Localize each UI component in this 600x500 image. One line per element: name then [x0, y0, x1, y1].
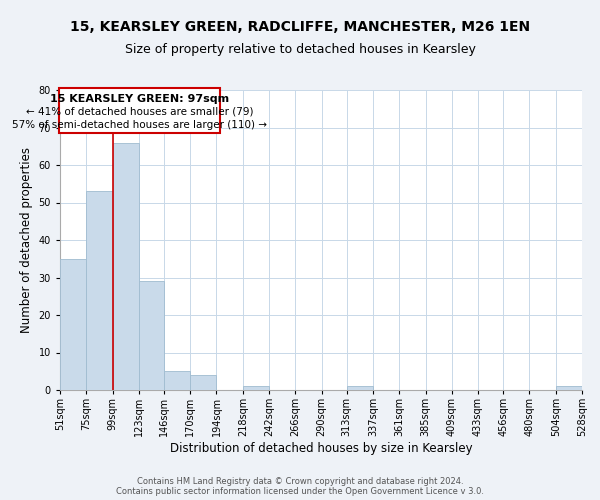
Bar: [139, 281, 164, 390]
Bar: [113, 142, 139, 390]
FancyBboxPatch shape: [59, 88, 220, 133]
X-axis label: Distribution of detached houses by size in Kearsley: Distribution of detached houses by size …: [170, 442, 472, 455]
Bar: [190, 375, 217, 390]
Text: 15 KEARSLEY GREEN: 97sqm: 15 KEARSLEY GREEN: 97sqm: [50, 94, 229, 104]
Bar: [164, 371, 190, 390]
Text: Contains HM Land Registry data © Crown copyright and database right 2024.: Contains HM Land Registry data © Crown c…: [137, 477, 463, 486]
Text: Size of property relative to detached houses in Kearsley: Size of property relative to detached ho…: [125, 42, 475, 56]
Bar: [556, 386, 582, 390]
Text: Contains public sector information licensed under the Open Government Licence v : Contains public sector information licen…: [116, 487, 484, 496]
Bar: [60, 259, 86, 390]
Bar: [86, 191, 113, 390]
Y-axis label: Number of detached properties: Number of detached properties: [20, 147, 33, 333]
Text: 57% of semi-detached houses are larger (110) →: 57% of semi-detached houses are larger (…: [13, 120, 268, 130]
Bar: [347, 386, 373, 390]
Bar: [243, 386, 269, 390]
Text: ← 41% of detached houses are smaller (79): ← 41% of detached houses are smaller (79…: [26, 107, 254, 117]
Text: 15, KEARSLEY GREEN, RADCLIFFE, MANCHESTER, M26 1EN: 15, KEARSLEY GREEN, RADCLIFFE, MANCHESTE…: [70, 20, 530, 34]
